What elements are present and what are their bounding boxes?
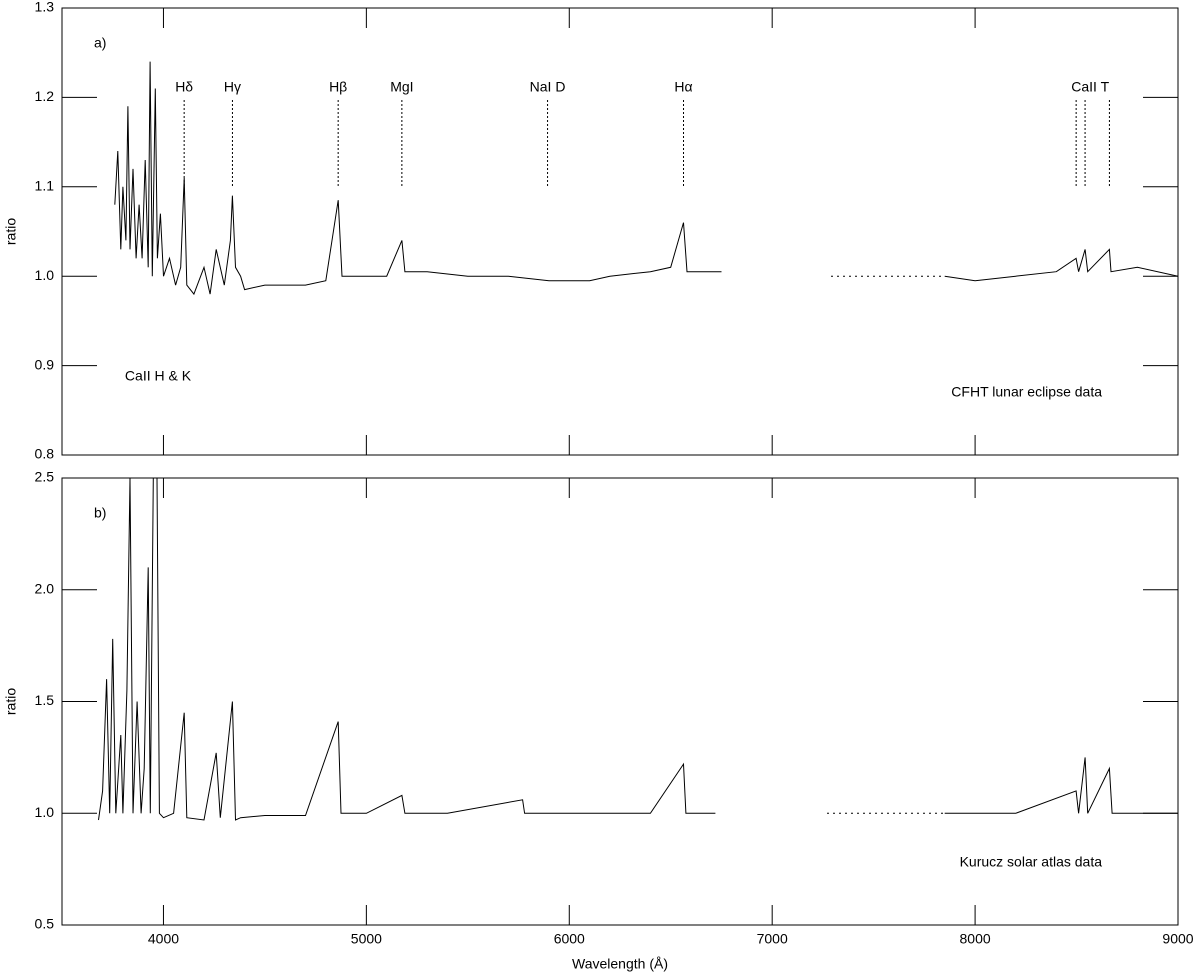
y-axis-label: ratio: [3, 218, 19, 245]
y-axis-label: ratio: [3, 688, 19, 715]
panel-label: a): [94, 35, 106, 51]
y-tick-label: 2.0: [35, 580, 55, 596]
x-tick-label: 4000: [148, 931, 179, 947]
spectrum-line: [114, 61, 1179, 296]
note: CaII H & K: [125, 368, 192, 384]
annotation: Kurucz solar atlas data: [960, 854, 1103, 870]
line-label: MgI: [390, 79, 413, 95]
annotation: CFHT lunar eclipse data: [951, 384, 1102, 400]
line-label: NaI D: [530, 79, 566, 95]
line-label: Hδ: [175, 79, 193, 95]
y-tick-label: 1.5: [35, 692, 55, 708]
y-tick-label: 0.8: [35, 446, 55, 462]
plot-frame: [61, 7, 1179, 456]
line-label: Hβ: [329, 79, 347, 95]
x-tick-label: 6000: [554, 931, 585, 947]
panel-label: b): [94, 505, 106, 521]
y-tick-label: 2.5: [35, 469, 55, 485]
spectrum-line: [98, 477, 1178, 821]
line-label: Hγ: [224, 79, 241, 95]
x-tick-label: 7000: [757, 931, 788, 947]
x-axis-label: Wavelength (Å): [572, 956, 668, 972]
y-tick-label: 1.3: [35, 0, 55, 15]
x-tick-label: 8000: [960, 931, 991, 947]
line-label: Hα: [674, 79, 692, 95]
y-tick-label: 1.0: [35, 804, 55, 820]
y-tick-label: 1.2: [35, 88, 55, 104]
y-tick-label: 0.9: [35, 356, 55, 372]
y-tick-label: 1.1: [35, 178, 55, 194]
y-tick-label: 0.5: [35, 916, 55, 932]
y-tick-label: 1.0: [35, 267, 55, 283]
x-tick-label: 5000: [351, 931, 382, 947]
line-label: CaII T: [1071, 79, 1109, 95]
x-tick-label: 9000: [1162, 931, 1193, 947]
